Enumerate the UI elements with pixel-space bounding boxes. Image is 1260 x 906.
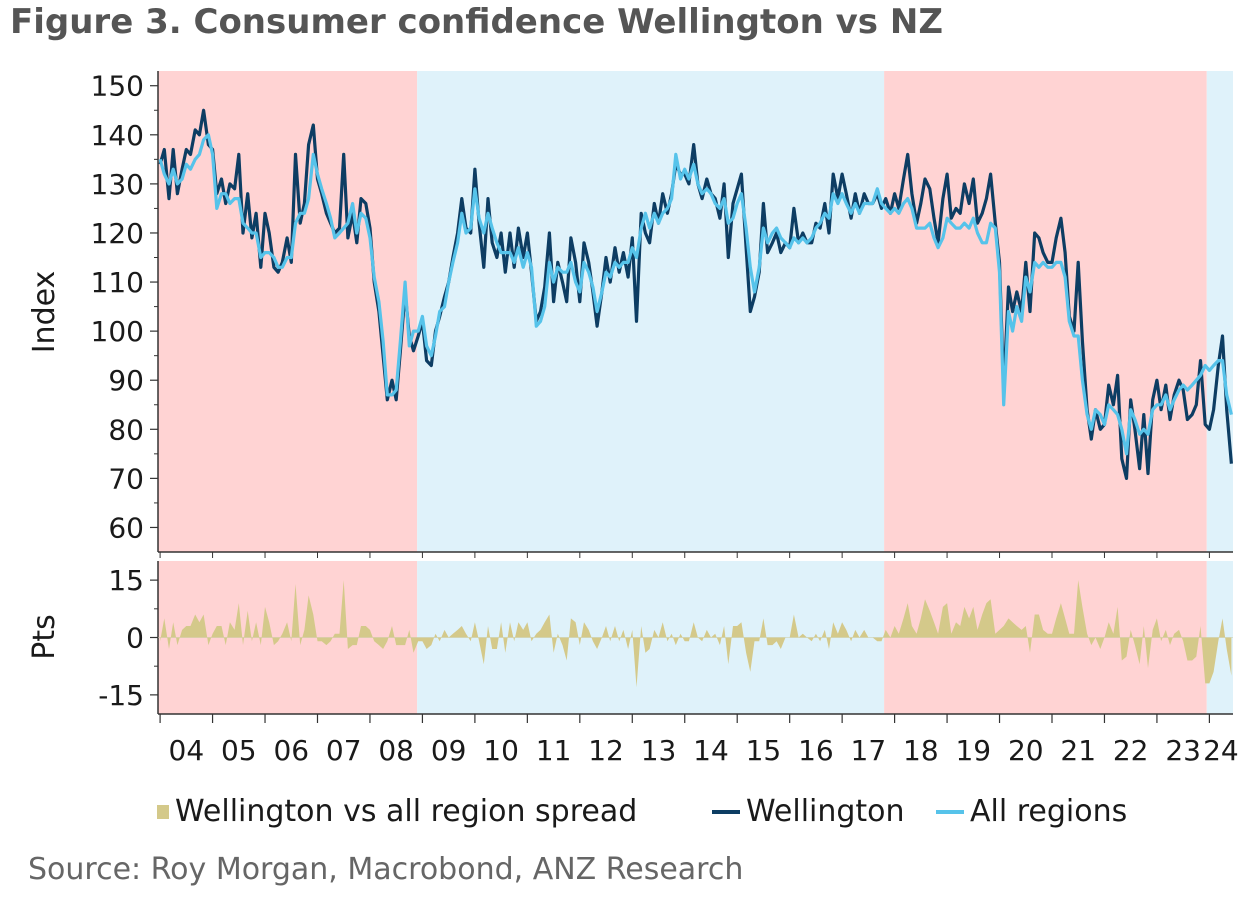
x-tick-label: 10 — [483, 734, 519, 767]
x-tick-label: 09 — [431, 734, 467, 767]
line-series-group — [158, 108, 1233, 480]
chart-title: Figure 3. Consumer confidence Wellington… — [10, 2, 943, 42]
x-tick-label: 16 — [798, 734, 834, 767]
source-note: Source: Roy Morgan, Macrobond, ANZ Resea… — [28, 852, 744, 887]
top-y-tick-label: 100 — [91, 315, 144, 348]
legend-item-wellington: Wellington — [712, 794, 905, 829]
legend-item-spread: Wellington vs all region spread — [157, 794, 637, 829]
legend-swatch-all-regions — [936, 809, 964, 814]
x-tick-label: 08 — [378, 734, 414, 767]
legend: Wellington vs all region spread Wellingt… — [0, 794, 1260, 834]
x-tick-label: 14 — [693, 734, 729, 767]
x-tick-label: 12 — [588, 734, 624, 767]
bottom-y-tick-label: -15 — [98, 679, 144, 712]
x-tick-label: 23 — [1165, 734, 1201, 767]
top-y-tick-label: 110 — [91, 266, 144, 299]
x-tick-label: 04 — [169, 734, 205, 767]
top-y-tick-label: 140 — [91, 119, 144, 152]
top-y-tick-label: 120 — [91, 217, 144, 250]
series-wellington-line — [158, 108, 1233, 480]
x-tick-label: 07 — [326, 734, 362, 767]
x-tick-label: 11 — [536, 734, 572, 767]
legend-swatch-wellington — [712, 809, 740, 814]
top-y-tick-label: 60 — [108, 511, 144, 544]
spread-area-series — [158, 580, 1233, 688]
top-y-tick-label: 80 — [108, 413, 144, 446]
shade-period-2-top — [884, 71, 1207, 552]
bottom-y-tick-label: 15 — [108, 564, 144, 597]
x-tick-label: 06 — [273, 734, 309, 767]
legend-label-wellington: Wellington — [746, 794, 905, 829]
y-axis-label-index: Index — [27, 271, 62, 354]
x-axis: 04 05 06 07 08 09 10 11 12 13 14 15 16 17 18 19 20 21 22 23… — [159, 552, 1239, 767]
bottom-panel-axis: -15 0 15 — [98, 561, 1233, 715]
legend-label-spread: Wellington vs all region spread — [175, 794, 638, 829]
spread-area — [160, 580, 1232, 688]
x-tick-label: 17 — [851, 734, 887, 767]
top-y-tick-label: 150 — [91, 70, 144, 103]
shade-period-1-top — [417, 71, 885, 552]
legend-item-all-regions: All regions — [936, 794, 1127, 829]
shade-period-3-top — [1206, 71, 1233, 552]
top-y-tick-label: 90 — [108, 364, 144, 397]
bottom-y-tick-label: 0 — [126, 622, 144, 655]
x-tick-label: 24 — [1203, 734, 1239, 767]
top-y-tick-label: 130 — [91, 168, 144, 201]
x-tick-label: 13 — [641, 734, 677, 767]
x-tick-label: 21 — [1060, 734, 1096, 767]
series-all-regions-line — [158, 133, 1233, 456]
x-tick-label: 18 — [903, 734, 939, 767]
x-tick-label: 20 — [1008, 734, 1044, 767]
x-tick-label: 22 — [1113, 734, 1149, 767]
y-axis-label-pts: Pts — [27, 614, 62, 659]
x-tick-label: 05 — [221, 734, 257, 767]
x-tick-label: 19 — [955, 734, 991, 767]
legend-swatch-spread — [157, 804, 169, 819]
legend-label-all-regions: All regions — [970, 794, 1128, 829]
top-y-tick-label: 70 — [108, 462, 144, 495]
x-tick-label: 15 — [746, 734, 782, 767]
top-panel-axis: 60 70 80 90 100 110 120 130 140 150 — [91, 70, 1233, 553]
